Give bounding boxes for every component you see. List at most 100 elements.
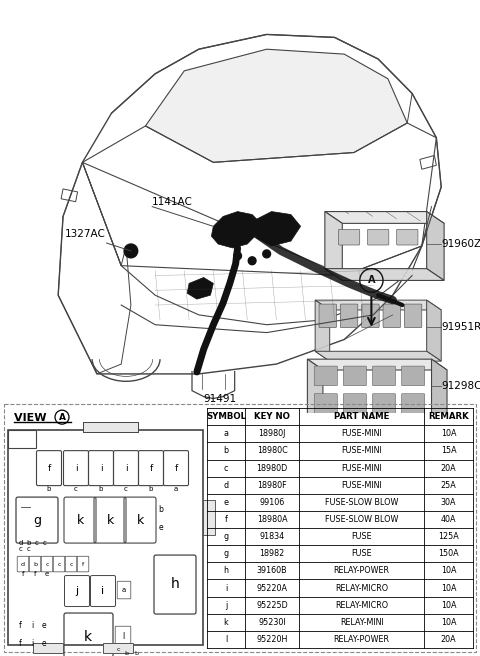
Bar xyxy=(83,422,138,432)
Text: 1141AC: 1141AC xyxy=(152,197,193,207)
Text: 18980C: 18980C xyxy=(257,447,288,455)
Polygon shape xyxy=(325,212,444,223)
FancyBboxPatch shape xyxy=(383,304,400,328)
Text: FUSE: FUSE xyxy=(351,532,372,541)
Text: REMARK: REMARK xyxy=(428,412,469,421)
Text: f: f xyxy=(174,464,178,472)
Text: 1327AC: 1327AC xyxy=(65,229,106,239)
Text: b: b xyxy=(47,486,51,492)
Text: i: i xyxy=(31,638,33,647)
Text: 95230I: 95230I xyxy=(258,618,286,626)
Text: 30A: 30A xyxy=(441,498,456,507)
Text: e: e xyxy=(224,498,228,507)
Text: 20A: 20A xyxy=(441,464,456,472)
Bar xyxy=(383,439,395,447)
Text: b: b xyxy=(134,651,138,655)
Text: c: c xyxy=(74,486,78,492)
Text: i: i xyxy=(75,464,77,472)
Text: SYMBOL: SYMBOL xyxy=(206,412,246,421)
Text: b: b xyxy=(33,562,37,567)
Text: b: b xyxy=(27,540,31,546)
Text: f: f xyxy=(48,464,50,472)
Text: d: d xyxy=(21,562,25,567)
Text: RELAY-MICRO: RELAY-MICRO xyxy=(335,584,388,592)
Text: c: c xyxy=(19,546,23,552)
Text: 91834: 91834 xyxy=(260,532,285,541)
Circle shape xyxy=(234,252,241,260)
Polygon shape xyxy=(315,300,441,310)
Text: c: c xyxy=(43,540,47,546)
Polygon shape xyxy=(307,428,447,439)
Text: 18980J: 18980J xyxy=(258,430,286,438)
Text: l: l xyxy=(225,635,227,644)
Text: a: a xyxy=(224,430,228,438)
Text: i: i xyxy=(125,464,127,472)
Text: c: c xyxy=(116,647,120,651)
FancyBboxPatch shape xyxy=(338,230,360,245)
Text: FUSE: FUSE xyxy=(351,549,372,558)
Text: 99106: 99106 xyxy=(260,498,285,507)
Text: a: a xyxy=(174,486,178,492)
Polygon shape xyxy=(427,300,441,361)
Text: 18980D: 18980D xyxy=(256,464,288,472)
Text: e: e xyxy=(42,621,46,630)
Text: 18980A: 18980A xyxy=(257,515,288,524)
Text: 10A: 10A xyxy=(441,618,456,626)
Text: PART NAME: PART NAME xyxy=(334,412,389,421)
Polygon shape xyxy=(145,49,407,162)
Circle shape xyxy=(124,244,138,258)
Text: e: e xyxy=(42,638,46,647)
Text: 25A: 25A xyxy=(441,481,456,490)
Text: f: f xyxy=(22,571,24,577)
Text: c: c xyxy=(69,562,73,567)
Text: FUSE-SLOW BLOW: FUSE-SLOW BLOW xyxy=(325,515,398,524)
Text: f: f xyxy=(19,638,22,647)
Polygon shape xyxy=(307,359,447,370)
Text: FUSE-MINI: FUSE-MINI xyxy=(341,447,382,455)
Text: A: A xyxy=(59,413,65,422)
FancyBboxPatch shape xyxy=(319,304,336,328)
Text: d: d xyxy=(19,540,23,546)
Text: c: c xyxy=(35,540,39,546)
Text: KEY NO: KEY NO xyxy=(254,412,290,421)
Text: b: b xyxy=(99,486,103,492)
FancyBboxPatch shape xyxy=(404,304,422,328)
FancyBboxPatch shape xyxy=(343,394,367,413)
FancyBboxPatch shape xyxy=(343,366,367,386)
Text: b: b xyxy=(149,486,153,492)
Bar xyxy=(83,422,138,432)
Text: FUSE-MINI: FUSE-MINI xyxy=(341,481,382,490)
Polygon shape xyxy=(432,359,447,439)
FancyBboxPatch shape xyxy=(401,394,425,413)
Polygon shape xyxy=(315,300,330,361)
Bar xyxy=(344,439,356,447)
Text: 20A: 20A xyxy=(441,635,456,644)
Polygon shape xyxy=(211,212,259,248)
Text: c: c xyxy=(45,562,49,567)
Text: A: A xyxy=(368,276,375,285)
Polygon shape xyxy=(307,359,323,439)
Circle shape xyxy=(248,256,256,264)
Text: FUSE-MINI: FUSE-MINI xyxy=(341,430,382,438)
Text: b: b xyxy=(158,504,163,514)
Text: 39160B: 39160B xyxy=(257,566,288,575)
FancyBboxPatch shape xyxy=(372,394,396,413)
Text: RELAY-POWER: RELAY-POWER xyxy=(334,566,390,575)
FancyBboxPatch shape xyxy=(314,394,337,413)
Text: k: k xyxy=(224,618,228,626)
Text: c: c xyxy=(57,562,61,567)
Text: f: f xyxy=(82,562,84,567)
Text: 18980F: 18980F xyxy=(257,481,287,490)
Text: 91960Z: 91960Z xyxy=(441,239,480,249)
Text: e: e xyxy=(45,571,49,577)
Text: j: j xyxy=(225,601,227,609)
Text: 150A: 150A xyxy=(438,549,459,558)
Bar xyxy=(103,643,133,653)
Text: 95220H: 95220H xyxy=(256,635,288,644)
Text: VIEW: VIEW xyxy=(14,413,50,423)
Text: 125A: 125A xyxy=(438,532,459,541)
Text: f: f xyxy=(149,464,153,472)
FancyBboxPatch shape xyxy=(340,304,358,328)
Text: f: f xyxy=(34,571,36,577)
Text: 91491: 91491 xyxy=(204,394,237,403)
